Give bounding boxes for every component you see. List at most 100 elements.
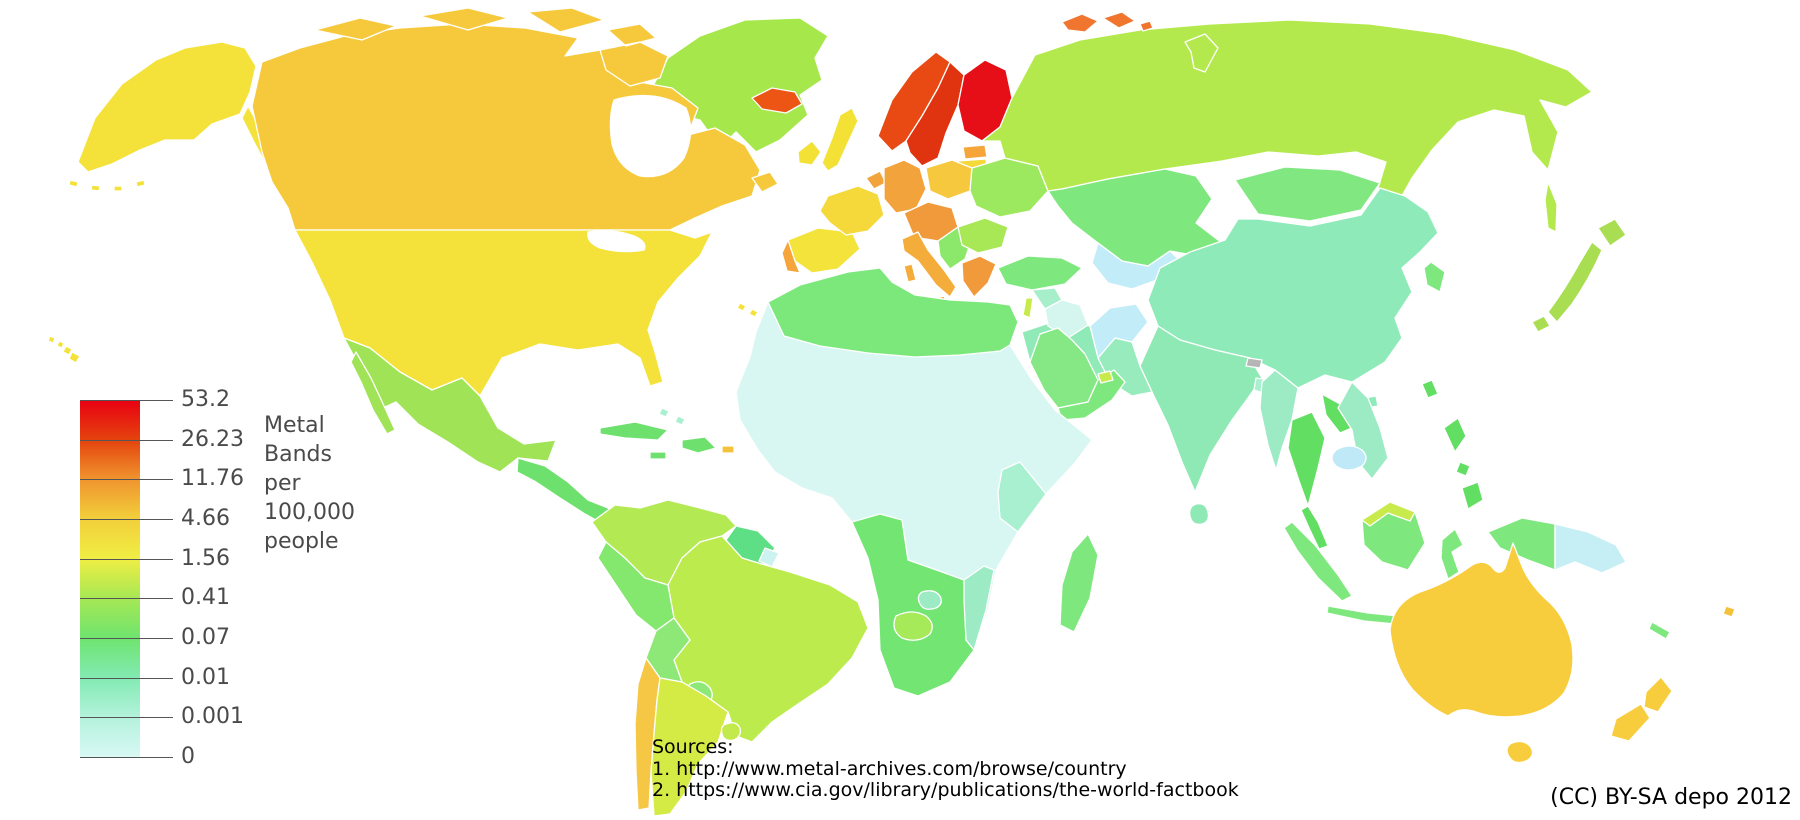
source-line-1: 1. http://www.metal-archives.com/browse/… bbox=[652, 757, 1127, 780]
region-aleutians: Aleutian Islands bbox=[68, 179, 146, 192]
region-iceland: Iceland bbox=[751, 87, 803, 114]
legend-title: Metal Bands per 100,000 people bbox=[264, 411, 355, 556]
region-cuba: Cuba bbox=[599, 421, 669, 441]
region-iberia: Spain bbox=[787, 227, 861, 274]
region-germany: Germany bbox=[883, 159, 927, 214]
region-bhutan: Bhutan bbox=[1245, 357, 1263, 369]
legend-tick-label: 0.07 bbox=[181, 625, 230, 650]
legend-tick-label: 0.01 bbox=[181, 664, 230, 690]
region-turkey: Turkey bbox=[997, 255, 1083, 291]
region-greenland: Greenland bbox=[647, 17, 829, 153]
region-new-guinea-west: Western New Guinea bbox=[1487, 517, 1556, 571]
legend-tick-label: 53.2 bbox=[181, 387, 230, 412]
legend-tick-label: 1.56 bbox=[181, 545, 230, 571]
region-australia: Australia bbox=[1389, 542, 1574, 718]
region-bahamas: Bahamas bbox=[658, 407, 686, 426]
region-zimbabwe: Zimbabwe bbox=[917, 590, 942, 610]
region-taiwan: Taiwan bbox=[1421, 379, 1439, 399]
region-east-africa: Kenya and Uganda bbox=[997, 461, 1047, 533]
region-uk: United Kingdom bbox=[821, 107, 859, 172]
region-israel: Israel and Lebanon bbox=[1022, 297, 1034, 319]
region-sakhalin: Sakhalin bbox=[1544, 181, 1558, 233]
region-north-africa: North Africa bbox=[767, 267, 1019, 358]
legend-tick-line bbox=[80, 757, 173, 758]
legend-tick-line bbox=[80, 717, 173, 719]
region-malay-peninsula: Malay Peninsula bbox=[1300, 505, 1329, 550]
legend-title-line: per bbox=[264, 471, 301, 496]
region-alaska: Alaska (USA) bbox=[77, 41, 257, 173]
region-novaya-zemlya: Novaya Zemlya bbox=[1184, 33, 1219, 73]
region-ireland: Ireland bbox=[797, 140, 822, 166]
region-malaysia-north-borneo: Malaysia (North Borneo) bbox=[1361, 501, 1416, 527]
sources-block: Sources: 1. http://www.metal-archives.co… bbox=[652, 736, 1239, 802]
region-greece: Greece bbox=[961, 255, 997, 298]
region-sumatra: Sumatra (Indonesia) bbox=[1283, 521, 1353, 602]
legend-tick-line bbox=[80, 598, 173, 600]
region-india: India bbox=[1139, 325, 1263, 493]
region-thailand: Thailand bbox=[1287, 411, 1326, 507]
legend-tick-line bbox=[80, 479, 173, 481]
source-line-2: 2. https://www.cia.gov/library/publicati… bbox=[652, 779, 1239, 801]
region-ukraine-belarus: Ukraine and Belarus bbox=[969, 157, 1049, 218]
region-japan: Japan bbox=[1531, 218, 1627, 333]
region-fiji: Fiji bbox=[1722, 605, 1736, 618]
legend-tick-line bbox=[80, 558, 173, 560]
legend-tick-label: 11.76 bbox=[181, 466, 244, 492]
legend-title-line: 100,000 bbox=[264, 500, 355, 525]
region-hudson-bay: Hudson Bay bbox=[609, 94, 692, 178]
region-argentina: Argentina bbox=[650, 677, 729, 817]
region-sri-lanka: Sri Lanka bbox=[1188, 503, 1210, 525]
region-sulawesi: Sulawesi (Indonesia) bbox=[1440, 528, 1464, 580]
region-cambodia: Cambodia bbox=[1331, 445, 1367, 471]
region-mongolia: Mongolia bbox=[1234, 166, 1381, 222]
region-svalbard: Svalbard bbox=[1061, 11, 1154, 33]
region-botswana: Botswana bbox=[893, 611, 933, 641]
legend-tick-label: 0 bbox=[181, 744, 195, 769]
region-benelux: Benelux bbox=[865, 170, 887, 190]
region-papua-new-guinea: Papua New Guinea bbox=[1554, 523, 1627, 574]
legend-title-line: Bands bbox=[264, 442, 332, 467]
region-vietnam: Vietnam bbox=[1337, 381, 1389, 480]
region-estonia: Estonia bbox=[962, 144, 988, 160]
legend-tick-label: 0.001 bbox=[181, 704, 244, 730]
region-hispaniola: Hispaniola bbox=[681, 436, 717, 454]
region-new-zealand: New Zealand bbox=[1610, 676, 1673, 742]
region-uruguay: Uruguay bbox=[720, 722, 742, 742]
region-madagascar: Madagascar bbox=[1059, 533, 1099, 633]
region-laos: Laos bbox=[1321, 393, 1353, 434]
region-new-caledonia: New Caledonia bbox=[1648, 621, 1671, 640]
region-newfoundland: Newfoundland bbox=[751, 171, 779, 193]
region-portugal: Portugal bbox=[781, 239, 801, 274]
region-jamaica: Jamaica bbox=[649, 451, 667, 460]
legend-tick-label: 26.23 bbox=[181, 426, 244, 452]
legend-title-line: people bbox=[264, 529, 339, 554]
region-poland: Poland bbox=[925, 159, 973, 200]
region-philippines: Philippines bbox=[1443, 417, 1484, 510]
region-tasmania: Tasmania bbox=[1506, 740, 1534, 764]
region-baja: Baja California bbox=[350, 351, 396, 435]
region-romania-bulgaria: Romania and Bulgaria bbox=[957, 217, 1009, 254]
region-mozambique: Mozambique bbox=[963, 565, 995, 651]
legend-tick-line bbox=[80, 638, 173, 639]
region-arctic-islands: Canadian Arctic islands bbox=[314, 7, 669, 87]
legend-tick-line bbox=[80, 677, 173, 679]
region-south-korea: South Korea bbox=[1423, 261, 1446, 293]
legend-tick-label: 0.41 bbox=[181, 585, 230, 611]
sources-heading: Sources: bbox=[652, 736, 734, 758]
legend-title-line: Metal bbox=[264, 413, 325, 438]
region-great-lakes: Great Lakes bbox=[587, 230, 646, 253]
region-italy: Italy bbox=[901, 231, 957, 298]
legend-tick-line bbox=[80, 439, 173, 441]
legend-colorbar bbox=[80, 400, 140, 757]
region-afghanistan: Afghanistan bbox=[1089, 303, 1149, 359]
region-puerto-rico: Puerto Rico bbox=[721, 445, 735, 454]
legend-tick-label: 4.66 bbox=[181, 506, 230, 531]
attribution: (CC) BY-SA depo 2012 bbox=[1550, 785, 1792, 810]
region-yemen-oman: Yemen and Oman bbox=[1057, 369, 1126, 421]
region-uae: United Arab Emirates bbox=[1097, 370, 1114, 384]
region-france: France bbox=[819, 185, 885, 236]
legend-tick-line bbox=[80, 400, 173, 401]
region-myanmar: Myanmar bbox=[1259, 369, 1299, 471]
